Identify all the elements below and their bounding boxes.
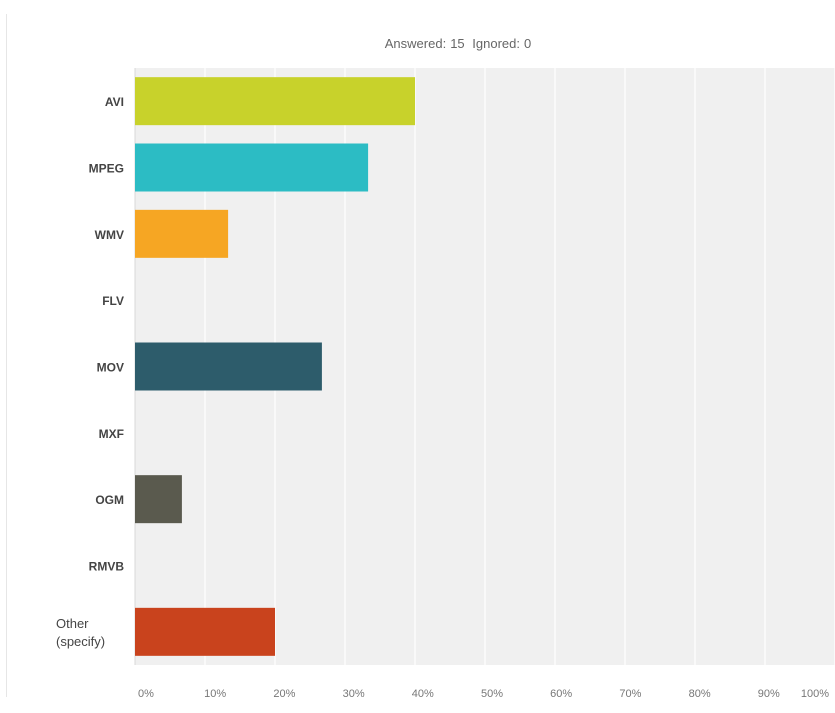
- x-tick-label: 10%: [204, 688, 226, 700]
- category-label: WMV: [95, 228, 124, 242]
- x-tick-label: 80%: [689, 688, 711, 700]
- category-label: AVI: [105, 95, 124, 109]
- category-label: FLV: [102, 294, 124, 308]
- category-label: MOV: [97, 361, 124, 375]
- category-label: Other (specify): [56, 616, 105, 649]
- ignored-value: 0: [523, 36, 532, 51]
- x-tick-label: 50%: [481, 688, 503, 700]
- bar-mov: [135, 342, 322, 391]
- bar-ogm: [135, 475, 182, 524]
- bar-wmv: [135, 209, 229, 258]
- x-tick-label: 70%: [619, 688, 641, 700]
- ignored-label: Ignored:: [472, 36, 520, 51]
- x-tick-label: 0%: [138, 688, 154, 700]
- category-label: OGM: [95, 493, 124, 507]
- x-tick-label: 20%: [273, 688, 295, 700]
- response-summary: Answered: 15 Ignored: 0: [300, 36, 620, 51]
- answered-label: Answered:: [384, 36, 447, 51]
- x-tick-label: 60%: [550, 688, 572, 700]
- left-divider: [6, 14, 7, 697]
- x-tick-label: 90%: [758, 688, 780, 700]
- bar-other-specify-: [135, 607, 275, 656]
- x-tick-label: 40%: [412, 688, 434, 700]
- bar-avi: [135, 77, 415, 126]
- x-tick-label: 100%: [801, 688, 829, 700]
- answered-value: 15: [450, 36, 465, 51]
- category-label: MPEG: [89, 162, 124, 176]
- x-tick-label: 30%: [343, 688, 365, 700]
- bar-mpeg: [135, 143, 369, 192]
- category-label: MXF: [99, 427, 124, 441]
- category-label: RMVB: [89, 560, 125, 574]
